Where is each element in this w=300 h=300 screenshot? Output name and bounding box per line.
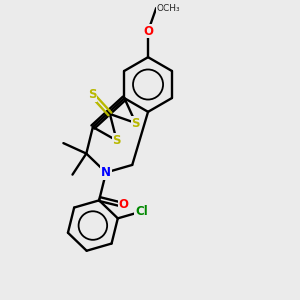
Text: S: S — [131, 116, 140, 130]
Text: N: N — [101, 166, 111, 179]
Text: Cl: Cl — [135, 205, 148, 218]
Text: O: O — [143, 25, 153, 38]
Text: S: S — [112, 134, 121, 147]
Text: OCH₃: OCH₃ — [156, 4, 180, 13]
Text: O: O — [118, 198, 128, 212]
Text: S: S — [88, 88, 97, 101]
